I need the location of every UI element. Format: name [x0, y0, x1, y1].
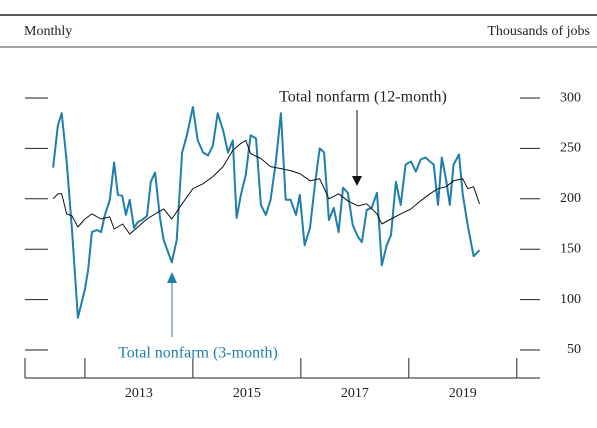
- y-tick-label: 150: [560, 241, 581, 256]
- x-tick-label: 2015: [233, 386, 261, 401]
- series-line: [52, 139, 480, 235]
- arrow-head: [352, 176, 362, 186]
- x-tick-label: 2013: [125, 386, 153, 401]
- x-tick-label: 2019: [449, 386, 477, 401]
- annotation: Total nonfarm (12-month): [279, 89, 447, 106]
- y-axis-label: Thousands of jobs: [487, 24, 590, 39]
- subtitle: Monthly: [24, 24, 72, 39]
- series-line: [52, 106, 481, 319]
- y-tick-label: 50: [567, 342, 581, 357]
- y-tick-label: 200: [560, 191, 581, 206]
- y-tick-label: 300: [560, 90, 581, 105]
- y-tick-label: 250: [560, 141, 581, 156]
- arrow-head: [167, 272, 177, 283]
- y-tick-label: 100: [560, 292, 581, 307]
- x-tick-label: 2017: [341, 386, 369, 401]
- annotation: Total nonfarm (3-month): [118, 345, 278, 362]
